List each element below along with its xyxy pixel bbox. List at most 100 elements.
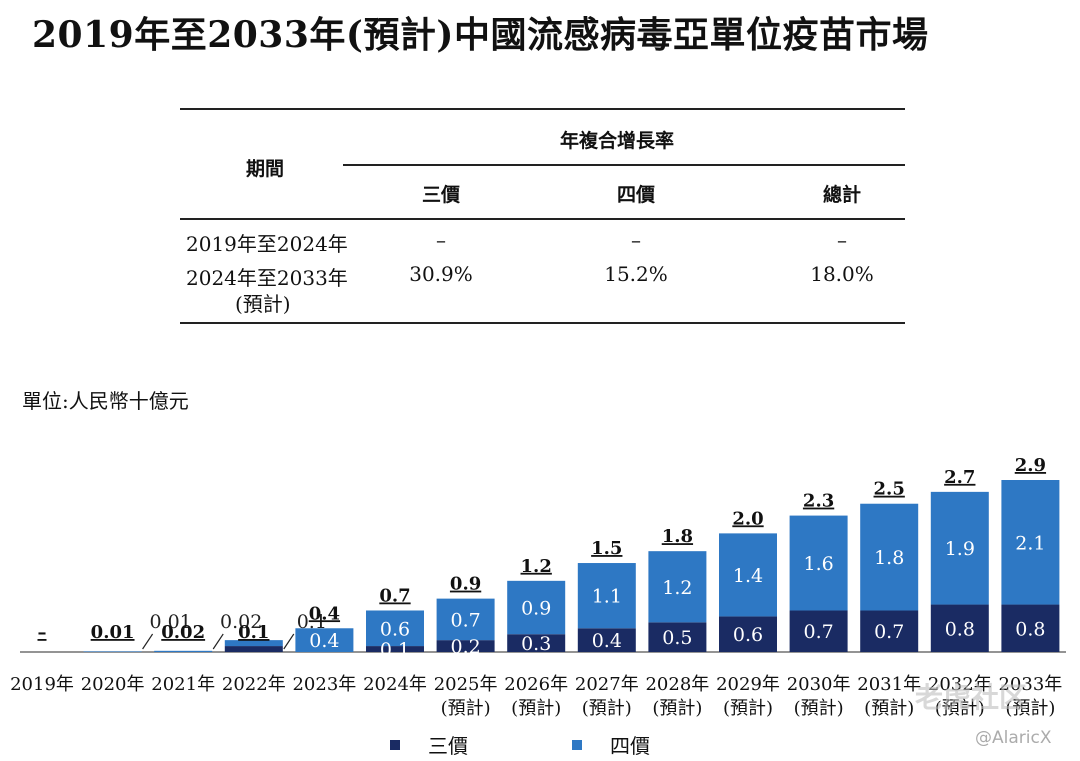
data-label-quadrivalent: 1.2 <box>662 577 692 599</box>
x-tick-sublabel: (預計) <box>582 698 632 719</box>
bar-trivalent <box>789 610 848 652</box>
total-label: 2.9 <box>1015 455 1046 476</box>
total-label: 1.5 <box>591 538 622 559</box>
data-label-trivalent: 0.7 <box>874 621 904 643</box>
data-label-quadrivalent: 0.6 <box>380 618 410 640</box>
total-label: 0.4 <box>309 603 340 624</box>
row-period: 2019年至2024年 <box>186 232 348 256</box>
bar-trivalent <box>436 640 495 652</box>
data-label-trivalent: 0.6 <box>733 624 763 646</box>
unit-label: 單位:人民幣十億元 <box>22 389 189 413</box>
x-tick-label: 2030年 <box>787 674 851 695</box>
x-tick-label: 2029年 <box>716 674 780 695</box>
total-label: 2.5 <box>874 479 905 500</box>
bar-quadrivalent <box>789 515 848 611</box>
bar-quadrivalent <box>648 551 707 623</box>
bar-trivalent <box>930 604 989 652</box>
total-label: 2.0 <box>732 508 763 529</box>
leader-line <box>212 633 224 650</box>
x-tick-sublabel: (預計) <box>511 698 561 719</box>
x-tick-label: 2032年 <box>928 674 992 695</box>
data-label-trivalent: 0.4 <box>592 630 622 652</box>
bar-quadrivalent <box>83 651 142 652</box>
data-label-quadrivalent: 0.7 <box>450 609 480 631</box>
data-label-quadrivalent: 1.4 <box>733 565 763 587</box>
row-value: – <box>436 228 446 252</box>
row-value: 15.2% <box>604 262 668 286</box>
total-label: – <box>38 622 47 643</box>
legend-quadrivalent: 四價 <box>572 730 650 759</box>
bar-trivalent <box>719 616 777 652</box>
x-tick-label: 2019年 <box>10 674 74 695</box>
x-tick-label: 2024年 <box>363 674 427 695</box>
row-value: – <box>837 228 847 252</box>
data-label-trivalent: 0.1 <box>380 639 410 661</box>
x-tick-sublabel: (預計) <box>1005 698 1055 719</box>
data-label-quadrivalent: 1.9 <box>945 538 975 560</box>
x-tick-label: 2026年 <box>504 674 568 695</box>
total-label: 0.9 <box>450 574 481 595</box>
legend-swatch-trivalent <box>390 739 400 750</box>
data-label-trivalent: 0.2 <box>450 636 480 658</box>
total-label: 0.1 <box>238 622 269 643</box>
x-tick-label: 2031年 <box>857 674 921 695</box>
x-tick-label: 2025年 <box>434 674 498 695</box>
bar-quadrivalent <box>154 650 213 652</box>
col-header-quadrivalent: 四價 <box>616 184 656 206</box>
col-header-total: 總計 <box>822 184 862 206</box>
x-tick-label: 2027年 <box>575 674 639 695</box>
data-label-quadrivalent: 1.6 <box>803 553 833 575</box>
table-header-rule <box>180 218 905 220</box>
bar-quadrivalent <box>366 610 424 647</box>
bar-quadrivalent <box>436 598 495 641</box>
watermark-logo: 老虎社区 <box>915 681 1028 714</box>
bar-quadrivalent <box>860 503 919 611</box>
bar-trivalent <box>1001 604 1060 652</box>
bar-quadrivalent <box>224 640 283 647</box>
data-label-quadrivalent: 0.01 <box>149 611 191 633</box>
header-period: 期間 <box>245 158 285 180</box>
x-tick-sublabel: (預計) <box>935 698 985 719</box>
legend-swatch-quadrivalent <box>572 739 582 750</box>
table-subheader-rule <box>343 164 905 166</box>
row-period: 2024年至2033年 <box>186 266 348 290</box>
x-tick-label: 2020年 <box>81 674 145 695</box>
data-label-trivalent: 0.8 <box>945 618 975 640</box>
total-label: 2.7 <box>944 467 975 488</box>
cagr-table: 期間 年複合增長率 三價 四價 總計 2019年至2024年 – – – 202… <box>180 108 905 324</box>
bar-trivalent <box>648 622 707 652</box>
leader-line <box>283 633 295 650</box>
x-tick-sublabel: (預計) <box>794 698 844 719</box>
bar-trivalent <box>577 628 636 652</box>
legend-trivalent: 三價 <box>390 730 468 759</box>
data-label-trivalent: 0.7 <box>803 621 833 643</box>
row-period-sub: (預計) <box>235 292 291 316</box>
row-value: 30.9% <box>409 262 473 286</box>
x-tick-label: 2023年 <box>292 674 356 695</box>
total-label: 1.2 <box>521 556 552 577</box>
bar-quadrivalent <box>295 628 354 652</box>
legend-label-trivalent: 三價 <box>428 734 468 758</box>
total-label: 2.3 <box>803 491 834 512</box>
total-label: 0.01 <box>91 622 135 643</box>
data-label-quadrivalent: 0.9 <box>521 598 551 620</box>
bar-trivalent <box>507 634 566 652</box>
x-tick-label: 2021年 <box>151 674 215 695</box>
bar-quadrivalent <box>577 563 636 629</box>
bar-trivalent <box>224 646 283 652</box>
x-tick-sublabel: (預計) <box>723 698 773 719</box>
data-label-quadrivalent: 2.1 <box>1015 532 1045 554</box>
data-label-quadrivalent: 1.1 <box>592 586 622 608</box>
bar-trivalent <box>366 646 424 652</box>
total-label: 0.02 <box>161 622 205 643</box>
bar-quadrivalent <box>930 491 989 605</box>
header-cagr: 年複合增長率 <box>559 130 675 152</box>
bar-quadrivalent <box>507 580 566 635</box>
data-label-trivalent: 0.3 <box>521 633 551 655</box>
data-label-quadrivalent: 1.8 <box>874 547 904 569</box>
data-label-quadrivalent: 0.02 <box>220 611 262 633</box>
x-tick-sublabel: (預計) <box>864 698 914 719</box>
data-label-trivalent: 0.5 <box>662 627 692 649</box>
watermark-handle: @AlaricX <box>975 728 1052 748</box>
